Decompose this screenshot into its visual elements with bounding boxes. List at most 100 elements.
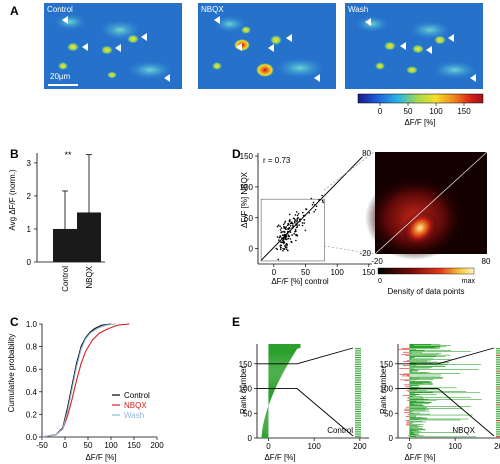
e-inset-bar — [355, 394, 361, 396]
e-inset-bar — [355, 405, 361, 407]
e-zoom-line — [296, 388, 354, 437]
e-rank-bar — [409, 393, 419, 395]
e-rank-bar — [409, 369, 479, 370]
e-rank-bar — [268, 356, 293, 357]
e-ytick-label: 150 — [380, 360, 394, 369]
e-inset-bar — [496, 385, 500, 387]
arrowhead-icon — [400, 42, 406, 50]
e-inset-bar — [355, 362, 361, 364]
e-rank-bar — [409, 378, 419, 380]
e-rank-bar — [409, 430, 416, 431]
e-rank-bar — [268, 400, 271, 401]
d-scatter-point — [293, 218, 296, 220]
e-rank-bar — [409, 356, 446, 357]
e-rank-bar — [268, 389, 275, 391]
colorbar-tick: 150 — [457, 107, 471, 116]
e-rank-bar — [405, 406, 410, 408]
d-scatter-point — [284, 244, 286, 246]
e-rank-bar — [261, 436, 269, 438]
e-rank-bar — [268, 350, 296, 352]
d-scatter-point — [302, 214, 305, 217]
d-scatter-point — [280, 241, 282, 243]
arrowhead-icon — [115, 44, 121, 52]
e-zoom-line — [437, 388, 495, 437]
e-rank-bar — [268, 395, 273, 397]
d-scatter-point — [289, 230, 291, 232]
e-rank-bar — [409, 347, 436, 349]
e-rank-bar — [408, 376, 410, 377]
e-rank-bar — [409, 396, 471, 398]
e-rank-bar — [409, 367, 433, 368]
e-rank-bar — [268, 377, 281, 378]
c-series-line — [41, 323, 130, 438]
e-rank-bar — [268, 346, 301, 348]
e-inset-bar — [355, 416, 361, 418]
e-ytick-label: 50 — [384, 409, 393, 418]
colorbar-tick: 0 — [378, 107, 383, 116]
d-scatter-point — [296, 219, 298, 221]
e-rank-bar — [262, 427, 269, 429]
arrowhead-icon — [286, 34, 292, 42]
e-rank-bar — [405, 420, 410, 422]
e-inset-bar — [355, 364, 361, 366]
e-rank-bar — [409, 376, 441, 378]
d-scatter-point — [294, 228, 297, 231]
arrowhead-icon — [268, 44, 274, 52]
e-rank-bar — [261, 437, 269, 438]
e-rank-bar — [262, 429, 269, 431]
d-scatter-point — [301, 224, 304, 227]
e-rank-bar — [409, 386, 412, 387]
e-rank-bar — [404, 408, 410, 410]
d-scatter-point — [280, 244, 282, 246]
d-scatter-point — [301, 222, 304, 224]
e-rank-bar — [409, 395, 413, 397]
e-rank-bar — [404, 380, 410, 381]
e-rank-bar — [409, 391, 467, 392]
e-rank-bar — [409, 381, 432, 382]
e-xtick-label: 200 — [353, 442, 367, 451]
e-rank-bar — [409, 419, 420, 420]
d-scatter-point — [298, 218, 301, 221]
colorbar-tick: 100 — [429, 107, 443, 116]
e-inset-bar — [355, 360, 361, 362]
zoom-connector — [323, 151, 375, 191]
d-scatter-point — [276, 248, 279, 251]
d-scatter-point — [296, 224, 298, 226]
chart-c: Cumulative probability ΔF/F [%] 0.0 0.2 0.… — [7, 320, 164, 462]
e-inset-bar — [496, 432, 500, 434]
e-rank-bar — [402, 394, 410, 396]
d-scatter-point — [318, 199, 320, 201]
e-rank-bar — [267, 407, 269, 408]
e-rank-bar — [409, 383, 423, 385]
e-rank-bar — [409, 344, 432, 346]
e-rank-bar — [405, 355, 410, 356]
e-rank-bar — [264, 419, 269, 420]
e-rank-bar — [268, 368, 286, 370]
e-rank-bar — [409, 422, 414, 424]
d-scatter-point — [284, 220, 287, 223]
e-rank-bar — [268, 385, 277, 387]
e-rank-bar — [409, 352, 442, 354]
e-rank-bar — [268, 402, 270, 403]
e-rank-bar — [409, 428, 413, 430]
e-rank-bar — [409, 433, 420, 435]
image-label-wash: Wash — [348, 5, 368, 14]
e-rank-bar — [261, 434, 269, 436]
e-rank-bar — [268, 400, 271, 402]
e-x-axis-label-control: ΔF/F [%] — [264, 453, 295, 462]
e-rank-bar — [263, 422, 269, 424]
e-rank-bar — [268, 349, 297, 351]
arrowhead-icon — [426, 46, 432, 54]
panel-label-e: E — [232, 315, 240, 329]
e-rank-bar — [409, 403, 430, 404]
e-rank-bar — [407, 400, 410, 401]
e-inset-bar — [355, 369, 361, 371]
e-inset-bar — [496, 421, 500, 423]
b-ytick-label: 0 — [27, 258, 32, 267]
e-rank-bar — [268, 345, 301, 347]
e-rank-bar — [267, 408, 269, 410]
e-rank-bar — [268, 348, 298, 350]
e-rank-bar — [409, 432, 414, 434]
e-rank-bar — [409, 434, 420, 436]
